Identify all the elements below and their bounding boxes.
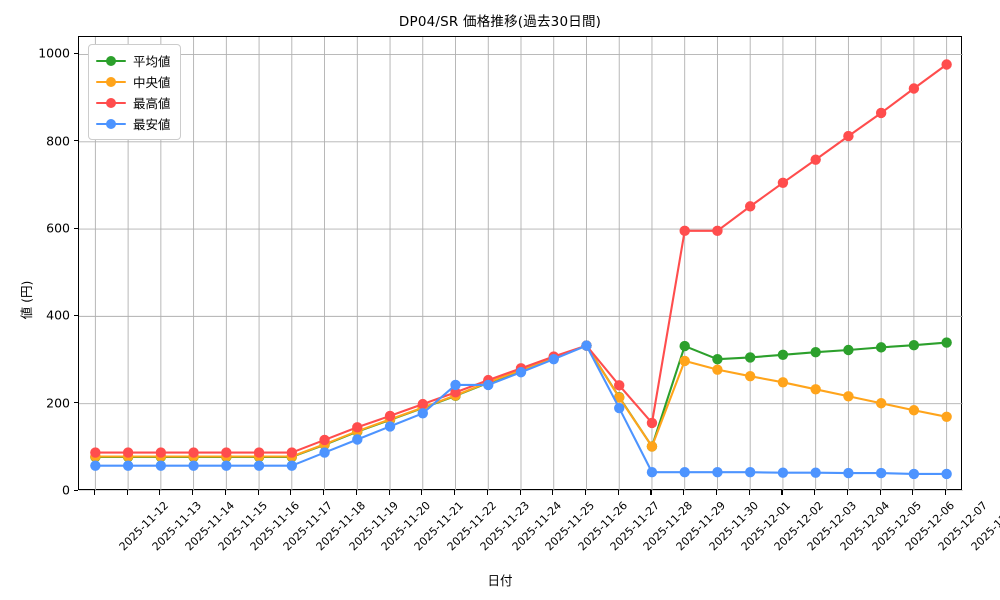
x-axis-tick-layer: 2025-11-12 2025-11-13 2025-11-14 2025-11-15… — [78, 490, 1000, 595]
x-tick-mark — [486, 490, 488, 495]
y-tick-mark — [74, 140, 78, 142]
x-tick-mark — [454, 490, 456, 495]
x-tick-mark — [650, 490, 652, 495]
vertical-gridlines — [94, 37, 948, 491]
legend-label: 中央値 — [133, 75, 171, 90]
y-tick-label: 400 — [46, 307, 70, 323]
x-tick-mark — [945, 490, 947, 495]
x-tick-mark — [290, 490, 292, 495]
series-最高値 — [90, 59, 952, 458]
legend-marker-icon — [96, 54, 126, 68]
legend-entry[interactable]: 最安値 — [96, 113, 171, 134]
x-tick-mark — [159, 490, 161, 495]
y-tick-mark — [74, 489, 78, 491]
legend-entry[interactable]: 平均値 — [96, 50, 171, 71]
plot-area — [78, 36, 963, 491]
x-tick-mark — [781, 490, 783, 495]
legend-label: 最安値 — [133, 117, 171, 132]
y-tick-mark — [74, 314, 78, 316]
y-tick-label: 200 — [46, 395, 70, 411]
x-tick-mark — [715, 490, 718, 495]
series-最安値 — [90, 340, 952, 480]
chart-title: DP04/SR 価格推移(過去30日間) — [398, 14, 602, 30]
y-tick-label: 800 — [46, 133, 70, 149]
x-axis-label: 日付 — [487, 573, 513, 588]
x-tick-mark — [846, 490, 848, 495]
legend-marker-icon — [96, 117, 126, 131]
x-tick-mark — [584, 490, 587, 495]
x-tick-mark — [126, 490, 128, 495]
y-tick-mark — [74, 402, 78, 404]
y-tick-mark — [74, 227, 78, 229]
x-tick-mark — [879, 490, 881, 495]
legend-entry[interactable]: 中央値 — [96, 71, 171, 92]
y-tick-label: 600 — [46, 220, 70, 236]
x-tick-mark — [93, 490, 95, 495]
x-tick-mark — [224, 490, 226, 495]
x-tick-mark — [355, 490, 357, 495]
x-tick-mark — [912, 490, 914, 495]
x-tick-mark — [421, 490, 423, 495]
x-tick-mark — [617, 490, 619, 495]
x-tick-mark — [323, 490, 325, 495]
x-tick-mark — [683, 490, 685, 495]
x-tick-mark — [257, 490, 259, 495]
legend-entry[interactable]: 最高値 — [96, 92, 171, 113]
y-tick-label: 0 — [62, 482, 70, 498]
plot-svg — [79, 37, 963, 491]
x-tick-mark — [552, 490, 554, 495]
legend-marker-icon — [96, 75, 126, 89]
y-tick-label: 1000 — [38, 45, 70, 61]
horizontal-gridlines — [79, 54, 963, 491]
chart-legend: 平均値中央値最高値最安値 — [88, 44, 181, 140]
x-tick-mark — [814, 490, 816, 495]
x-tick-mark — [388, 490, 390, 495]
x-tick-mark — [192, 490, 194, 495]
x-tick-mark — [748, 490, 750, 495]
legend-label: 平均値 — [133, 54, 171, 69]
x-tick-mark — [519, 490, 521, 495]
legend-label: 最高値 — [133, 96, 171, 111]
legend-marker-icon — [96, 96, 126, 110]
y-tick-mark — [74, 52, 78, 55]
